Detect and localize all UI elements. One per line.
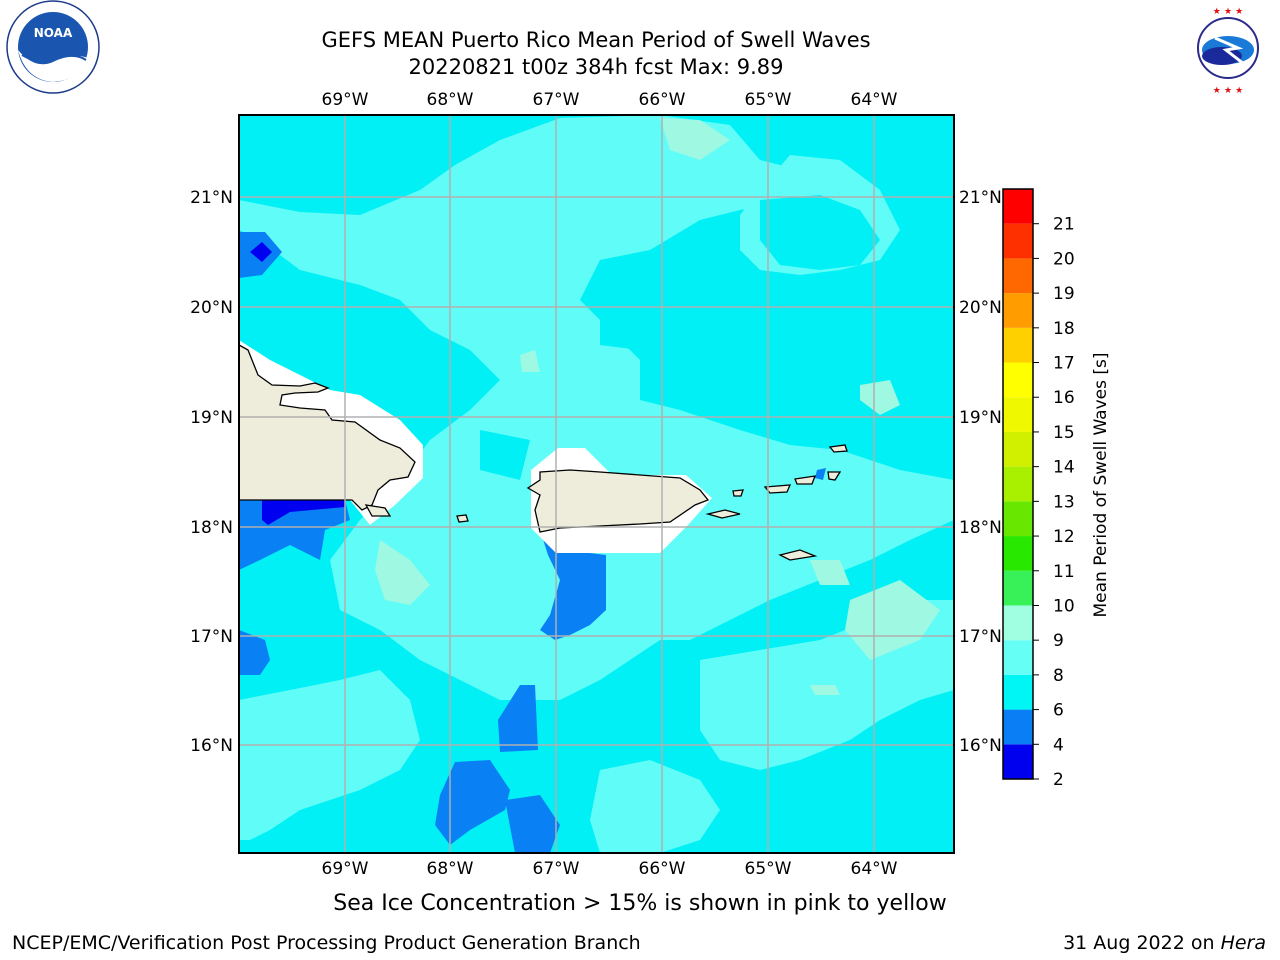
- lon-label: 67°W: [533, 90, 580, 110]
- puerto-rico: [526, 469, 710, 533]
- hispaniola: [239, 344, 416, 511]
- lon-label: 69°W: [322, 859, 369, 879]
- lat-labels-right: 21°N 20°N 19°N 18°N 17°N 16°N: [959, 188, 1002, 756]
- noaa-logo-text: NOAA: [34, 26, 73, 40]
- svg-text:★ ★ ★: ★ ★ ★: [1213, 7, 1243, 17]
- colorbar-tick-label: 15: [1053, 423, 1075, 443]
- anegada: [828, 444, 848, 453]
- colorbar-segment: [1003, 397, 1033, 432]
- st-croix: [778, 549, 818, 561]
- lat-label: 20°N: [959, 298, 1002, 318]
- lat-label: 20°N: [190, 298, 233, 318]
- hispaniola-tip: [364, 504, 392, 517]
- lat-label: 16°N: [190, 736, 233, 756]
- footer-host: Hera: [1220, 932, 1266, 954]
- swell-period-field: [239, 115, 954, 853]
- colorbar-segment: [1003, 709, 1033, 745]
- lat-label: 19°N: [190, 408, 233, 428]
- colorbar-segment: [1003, 431, 1033, 467]
- vieques: [705, 509, 741, 519]
- graticule: [239, 115, 954, 853]
- colorbar-tick-label: 16: [1053, 388, 1075, 408]
- chart-title: GEFS MEAN Puerto Rico Mean Period of Swe…: [321, 28, 871, 52]
- lon-label: 68°W: [427, 90, 474, 110]
- colorbar-tick-label: 14: [1053, 458, 1075, 478]
- colorbar-tick-label: 17: [1053, 354, 1075, 374]
- field-band-9-10: [375, 118, 940, 695]
- sea-ice-note: Sea Ice Concentration > 15% is shown in …: [333, 891, 947, 916]
- colorbar-segment: [1003, 536, 1033, 571]
- colorbar-tick-label: 6: [1053, 701, 1064, 721]
- colorbar: 2 4 6 8 9 10 11 12 13 14 15 16 17 18 19 20 21: [1002, 188, 1075, 790]
- tortola: [794, 475, 816, 485]
- colorbar-segment: [1003, 362, 1033, 398]
- colorbar-segment: [1003, 744, 1033, 779]
- footer-date-text: 31 Aug 2022 on: [1063, 932, 1221, 954]
- noaa-logo: NOAA: [6, 0, 100, 94]
- nws-logo: ★ ★ ★ ★ ★ ★: [1182, 2, 1274, 96]
- colorbar-tick-label: 4: [1053, 735, 1064, 755]
- lon-label: 67°W: [533, 859, 580, 879]
- colorbar-tick-label: 12: [1053, 527, 1075, 547]
- lat-label: 17°N: [959, 627, 1002, 647]
- lat-label: 18°N: [190, 518, 233, 538]
- colorbar-frame: [1002, 188, 1034, 780]
- colorbar-segment: [1003, 570, 1033, 606]
- lon-label: 64°W: [851, 90, 898, 110]
- colorbar-segment: [1003, 258, 1033, 294]
- colorbar-segment: [1003, 466, 1033, 502]
- colorbar-tick-label: 11: [1053, 562, 1075, 582]
- colorbar-tick-label: 21: [1053, 215, 1075, 235]
- map-frame: [238, 114, 955, 854]
- lon-label: 65°W: [745, 859, 792, 879]
- svg-text:★ ★ ★: ★ ★ ★: [1213, 86, 1243, 96]
- colorbar-tick-label: 2: [1053, 770, 1064, 790]
- colorbar-tick-label: 18: [1053, 319, 1075, 339]
- lat-label: 21°N: [190, 188, 233, 208]
- colorbar-segment: [1003, 189, 1033, 224]
- lat-label: 19°N: [959, 408, 1002, 428]
- colorbar-tick-label: 8: [1053, 666, 1064, 686]
- chart-subtitle: 20220821 t00z 384h fcst Max: 9.89: [408, 55, 784, 79]
- colorbar-segment: [1003, 640, 1033, 675]
- lon-labels-bottom: 69°W 68°W 67°W 66°W 65°W 64°W: [322, 859, 898, 879]
- colorbar-segment: [1003, 674, 1033, 710]
- lon-label: 66°W: [639, 859, 686, 879]
- colorbar-segment: [1003, 327, 1033, 363]
- lat-label: 21°N: [959, 188, 1002, 208]
- colorbar-tick-label: 13: [1053, 492, 1075, 512]
- footer-date: 31 Aug 2022 on Hera: [1063, 932, 1266, 954]
- mona-island: [456, 514, 469, 523]
- lat-label: 17°N: [190, 627, 233, 647]
- colorbar-segment: [1003, 293, 1033, 328]
- lat-label: 16°N: [959, 736, 1002, 756]
- footer-credit: NCEP/EMC/Verification Post Processing Pr…: [12, 932, 641, 954]
- colorbar-tick-label: 9: [1053, 631, 1064, 651]
- lon-label: 68°W: [427, 859, 474, 879]
- lon-label: 65°W: [745, 90, 792, 110]
- colorbar-tick-label: 19: [1053, 284, 1075, 304]
- lat-labels-left: 21°N 20°N 19°N 18°N 17°N 16°N: [190, 188, 233, 756]
- lon-label: 66°W: [639, 90, 686, 110]
- lon-label: 64°W: [851, 859, 898, 879]
- colorbar-segment: [1003, 501, 1033, 537]
- culebra: [732, 489, 744, 497]
- lon-labels-top: 69°W 68°W 67°W 66°W 65°W 64°W: [322, 90, 898, 110]
- land: [239, 344, 848, 561]
- lon-label: 69°W: [322, 90, 369, 110]
- field-band-2-4: [250, 242, 345, 525]
- field-band-6-8-pockets: [480, 195, 880, 480]
- colorbar-segment: [1003, 223, 1033, 259]
- virgin-gorda: [827, 471, 842, 481]
- colorbar-tick-label: 10: [1053, 596, 1075, 616]
- colorbar-segment: [1003, 605, 1033, 641]
- colorbar-label: Mean Period of Swell Waves [s]: [1091, 353, 1111, 618]
- lat-label: 18°N: [959, 518, 1002, 538]
- colorbar-tick-label: 20: [1053, 249, 1075, 269]
